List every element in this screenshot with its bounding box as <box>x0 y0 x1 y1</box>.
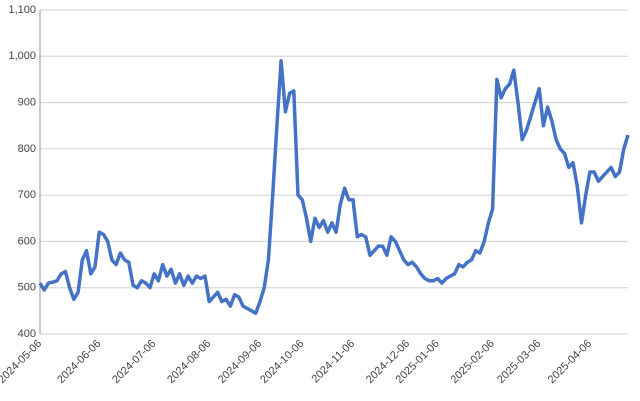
y-tick-label: 600 <box>18 235 36 247</box>
x-tick-label: 2024-07-06 <box>110 338 158 386</box>
y-tick-label: 1,100 <box>8 4 36 16</box>
y-tick-label: 900 <box>18 96 36 108</box>
x-tick-label: 2024-08-06 <box>165 338 213 386</box>
x-tick-label: 2025-02-06 <box>449 338 497 386</box>
x-tick-label: 2024-10-06 <box>258 338 306 386</box>
y-tick-label: 800 <box>18 143 36 155</box>
y-tick-label: 500 <box>18 282 36 294</box>
y-tick-label: 700 <box>18 189 36 201</box>
x-tick-label: 2025-03-06 <box>495 338 543 386</box>
x-tick-label: 2024-06-06 <box>55 338 103 386</box>
y-tick-label: 400 <box>18 328 36 340</box>
data-line <box>38 59 630 315</box>
x-tick-label: 2024-05-06 <box>0 338 44 386</box>
x-tick-label: 2025-04-06 <box>546 338 594 386</box>
x-tick-label: 2024-11-06 <box>310 338 358 386</box>
y-tick-label: 1,000 <box>8 50 36 62</box>
x-tick-label: 2024-09-06 <box>216 338 264 386</box>
